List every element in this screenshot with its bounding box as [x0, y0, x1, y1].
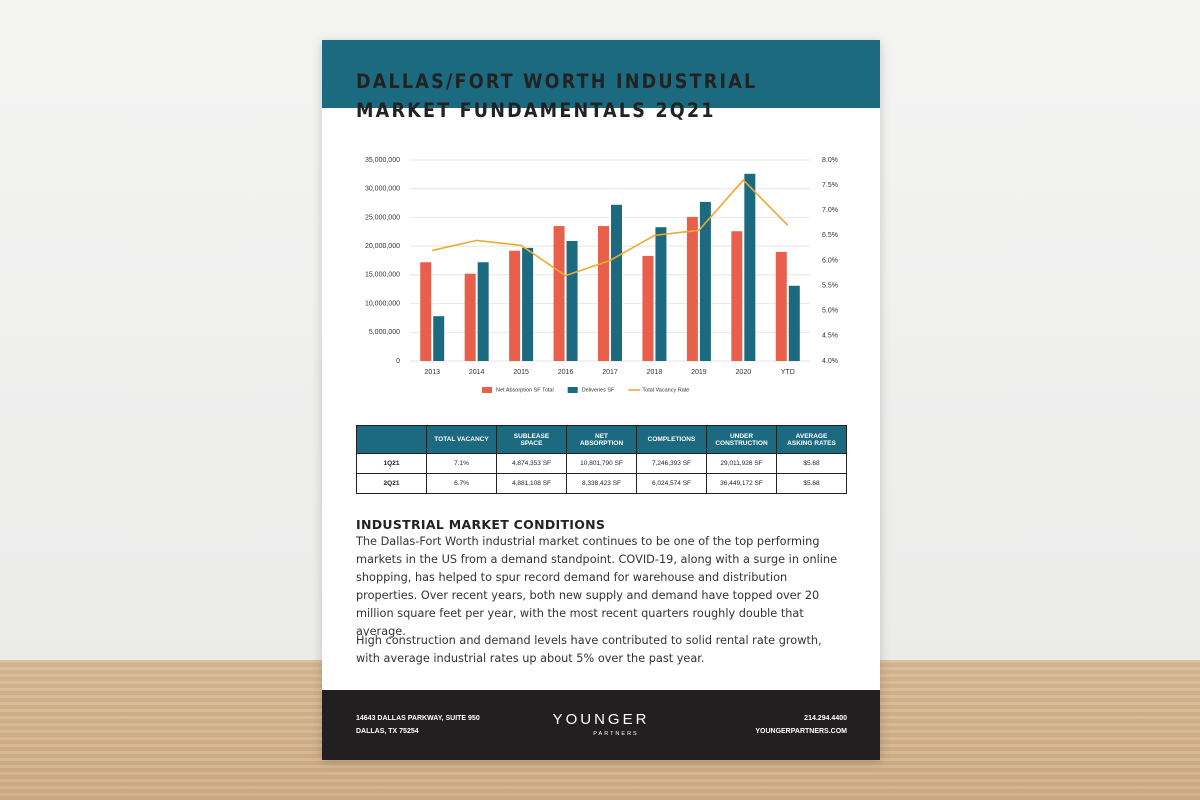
- table-cell: $5.68: [776, 473, 847, 494]
- y-tick-label: 25,000,000: [365, 214, 400, 221]
- x-tick-label: 2015: [513, 369, 529, 376]
- legend-label: Total Vacancy Rate: [642, 387, 689, 393]
- column-header: COMPLETIONS: [636, 425, 707, 454]
- paragraph: The Dallas-Fort Worth industrial market …: [356, 535, 838, 638]
- header-band: [322, 40, 880, 108]
- y-tick-label: 0: [396, 358, 400, 365]
- bar: [522, 247, 534, 361]
- table-cell: 2Q21: [356, 473, 427, 494]
- legend-label: Deliveries SF: [582, 387, 615, 393]
- table-cell: 4,874,353 SF: [496, 453, 567, 474]
- table-row: 2Q21 6.7% 4,881,108 SF 8,338,423 SF 6,024,57…: [356, 473, 847, 494]
- table-cell: 1Q21: [356, 453, 427, 474]
- bar: [509, 250, 521, 361]
- x-tick-label: 2017: [602, 369, 618, 376]
- table-cell: 7,246,393 SF: [636, 453, 707, 474]
- bar: [744, 173, 756, 361]
- bar: [686, 216, 698, 361]
- phone: 214.294.4400: [804, 715, 847, 722]
- y2-tick-label: 7.0%: [822, 207, 838, 214]
- y2-tick-label: 7.5%: [822, 182, 838, 189]
- logo-sub: PARTNERS: [593, 731, 639, 737]
- website: YOUNGERPARTNERS.COM: [755, 728, 847, 735]
- table-cell: 10,801,790 SF: [566, 453, 637, 474]
- table-row: 1Q21 7.1% 4,874,353 SF 10,801,790 SF 7,246,3…: [356, 453, 847, 474]
- title-line: DALLAS/FORT WORTH INDUSTRIAL: [356, 70, 758, 93]
- table-cell: 6,024,574 SF: [636, 473, 707, 494]
- y2-tick-label: 6.0%: [822, 257, 838, 264]
- title-line: MARKET FUNDAMENTALS 2Q21: [356, 99, 716, 122]
- bar: [433, 316, 445, 361]
- y2-tick-label: 5.5%: [822, 282, 838, 289]
- bar: [464, 273, 476, 361]
- y2-tick-label: 5.0%: [822, 308, 838, 315]
- y-tick-label: 10,000,000: [365, 300, 400, 307]
- paragraph: High construction and demand levels have…: [356, 634, 822, 665]
- footer: 14643 DALLAS PARKWAY, SUITE 950 DALLAS, …: [322, 690, 880, 760]
- legend-label: Net Absorption SF Total: [496, 387, 554, 393]
- x-tick-label: 2019: [691, 369, 707, 376]
- x-tick-label: YTD: [781, 369, 795, 376]
- x-tick-label: 2014: [469, 369, 485, 376]
- column-header: SUBLEASE SPACE: [496, 425, 567, 454]
- bar: [788, 285, 800, 361]
- table-header: TOTAL VACANCY SUBLEASE SPACE NET ABSORPTIO…: [356, 425, 847, 454]
- table-cell: 4,881,108 SF: [496, 473, 567, 494]
- table-cell: $5.68: [776, 453, 847, 474]
- bar: [655, 227, 667, 361]
- column-header: UNDER CONSTRUCTION: [706, 425, 777, 454]
- bar: [699, 201, 711, 361]
- table-cell: 6.7%: [426, 473, 497, 494]
- address: 14643 DALLAS PARKWAY, SUITE 950: [356, 715, 480, 722]
- address: DALLAS, TX 75254: [356, 728, 419, 735]
- logo: YOUNGER: [552, 711, 650, 728]
- chart: 0 5,000,000 10,000,000 15,000,000 20,000,000…: [365, 157, 838, 394]
- bar: [731, 231, 743, 361]
- y-tick-label: 5,000,000: [369, 329, 400, 336]
- bar: [566, 240, 578, 361]
- bar: [642, 255, 654, 361]
- legend-swatch: [567, 387, 578, 393]
- x-tick-label: 2016: [558, 369, 574, 376]
- y-tick-label: 30,000,000: [365, 186, 400, 193]
- table-cell: 8,338,423 SF: [566, 473, 637, 494]
- bar: [611, 204, 622, 361]
- bar: [420, 262, 432, 361]
- corner-cell: [356, 425, 427, 454]
- column-header: AVERAGE ASKING RATES: [776, 425, 847, 454]
- bar: [598, 226, 609, 361]
- x-tick-label: 2018: [647, 369, 663, 376]
- y2-tick-label: 6.5%: [822, 232, 838, 239]
- document: DALLAS/FORT WORTH INDUSTRIAL MARKET FUND…: [322, 40, 880, 760]
- y-tick-label: 20,000,000: [365, 243, 400, 250]
- table-cell: 36,449,172 SF: [706, 473, 777, 494]
- line: [432, 178, 789, 277]
- bar: [477, 262, 489, 361]
- column-header: TOTAL VACANCY: [426, 425, 497, 454]
- legend-swatch: [482, 387, 492, 393]
- y-tick-label: 15,000,000: [365, 272, 400, 279]
- x-tick-label: 2020: [736, 369, 752, 376]
- table-cell: 7.1%: [426, 453, 497, 474]
- section-heading: INDUSTRIAL MARKET CONDITIONS: [356, 517, 606, 532]
- data-table: TOTAL VACANCY SUBLEASE SPACE NET ABSORPTIO…: [356, 425, 847, 494]
- table-cell: 29,011,926 SF: [706, 453, 777, 474]
- y2-tick-label: 8.0%: [822, 157, 838, 164]
- x-tick-label: 2013: [424, 369, 440, 376]
- bar: [553, 226, 565, 361]
- bar: [775, 251, 787, 361]
- column-header: NET ABSORPTION: [566, 425, 637, 454]
- y-tick-label: 35,000,000: [365, 157, 400, 164]
- y2-tick-label: 4.0%: [822, 358, 838, 365]
- y2-tick-label: 4.5%: [822, 333, 838, 340]
